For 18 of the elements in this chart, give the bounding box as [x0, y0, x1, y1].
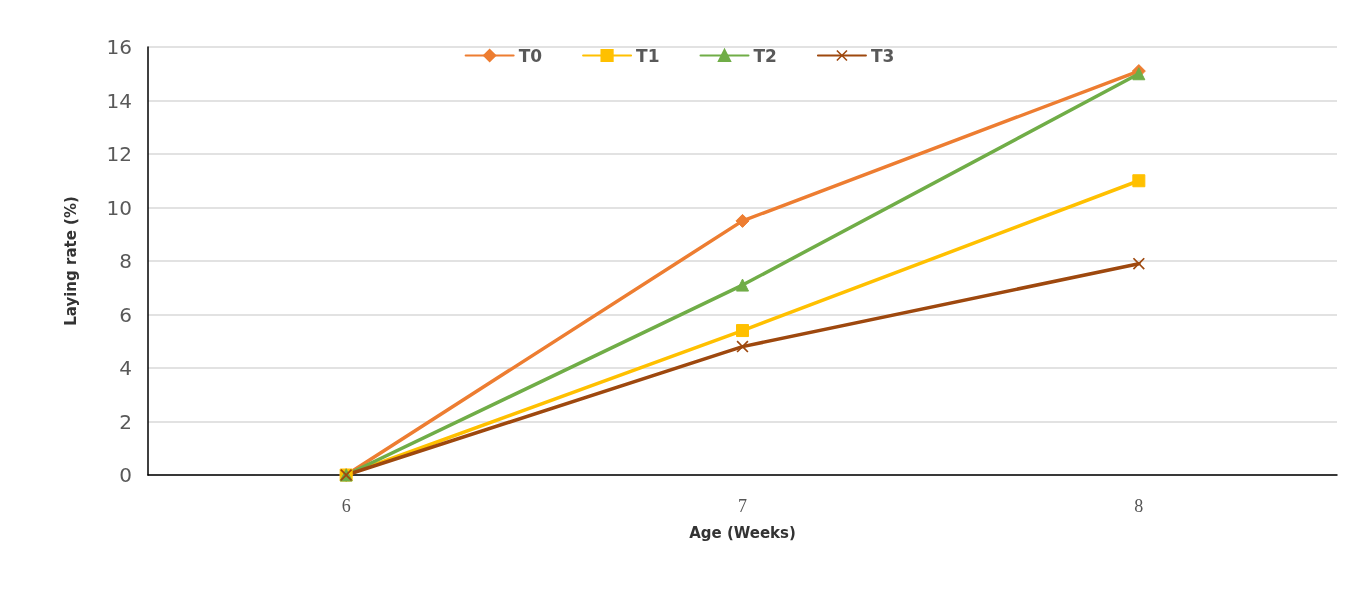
y-axis-title: Laying rate (%) [61, 196, 80, 326]
legend-label: T1 [636, 45, 660, 66]
y-tick-label: 0 [119, 463, 132, 487]
y-tick-label: 4 [119, 356, 132, 380]
x-tick-label: 8 [1134, 496, 1144, 516]
y-tick-label: 2 [119, 409, 132, 434]
x-axis-title: Age (Weeks) [689, 523, 796, 542]
y-tick-label: 8 [119, 249, 132, 273]
y-tick-label: 10 [106, 195, 132, 220]
y-tick-label: 14 [106, 88, 132, 113]
y-tick-label: 16 [106, 35, 132, 59]
y-tick-label: 6 [119, 302, 132, 327]
x-tick-label: 7 [738, 496, 747, 516]
x-tick-label: 6 [341, 496, 351, 516]
legend-label: T2 [753, 45, 777, 66]
legend-label: T3 [870, 45, 895, 66]
y-tick-label: 12 [106, 142, 132, 166]
legend-label: T0 [518, 45, 543, 66]
